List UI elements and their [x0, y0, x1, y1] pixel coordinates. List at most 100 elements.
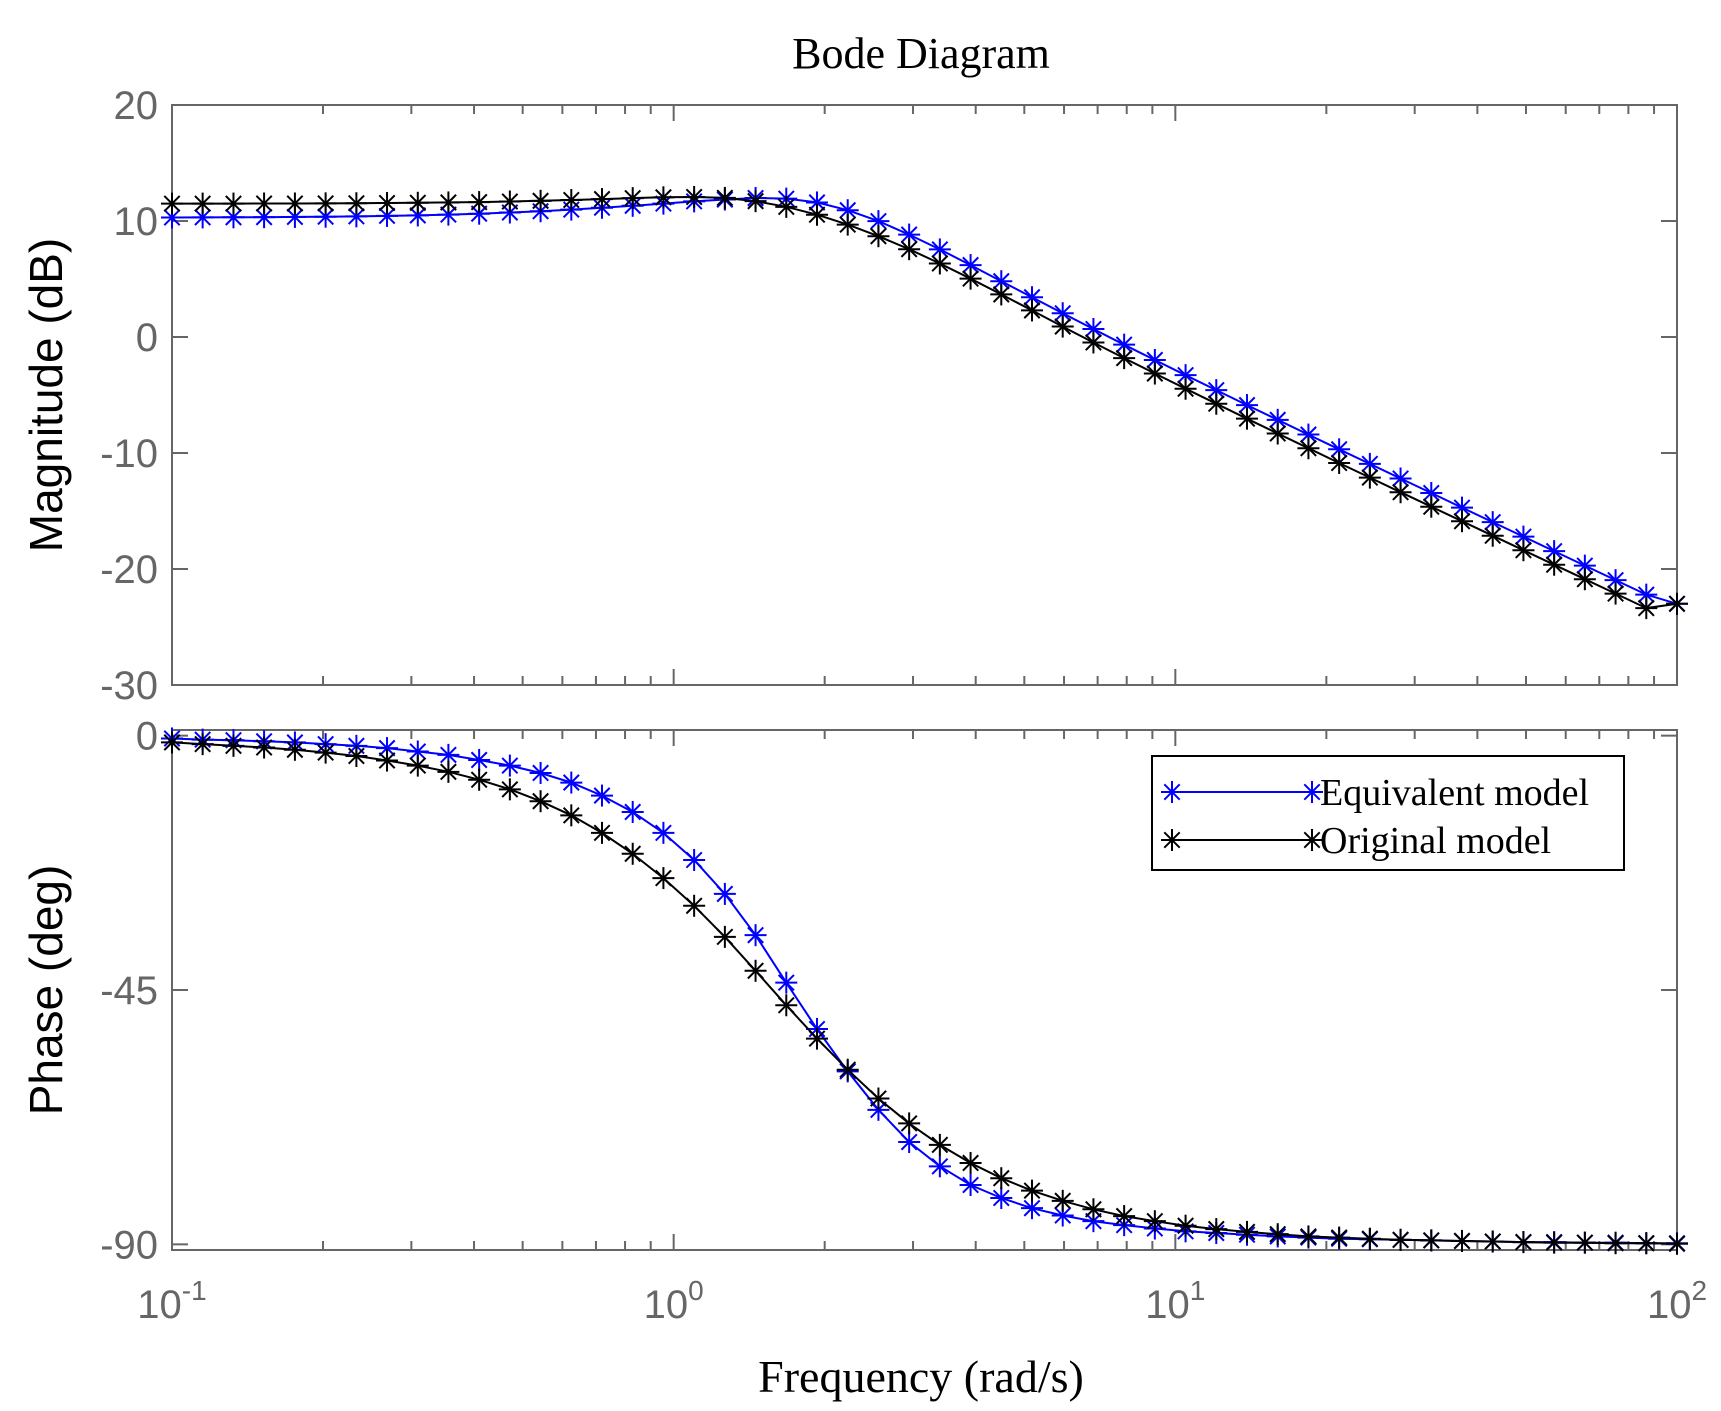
data-point-orig_phase — [1420, 1229, 1443, 1252]
data-point-eq_mag — [1082, 317, 1105, 340]
data-point-orig_mag — [560, 189, 583, 212]
data-point-eq_mag — [1143, 348, 1166, 371]
data-point-orig_mag — [283, 192, 306, 215]
y-tick-label: -10 — [100, 432, 158, 476]
data-point-eq_mag — [1297, 423, 1320, 446]
legend-marker — [1301, 781, 1323, 803]
data-point-eq_mag — [1635, 583, 1658, 606]
data-point-orig_phase — [529, 790, 552, 813]
data-point-orig_mag — [468, 191, 491, 214]
data-point-orig_mag — [898, 238, 921, 261]
data-point-orig_phase — [1481, 1230, 1504, 1253]
y-tick-label: 20 — [114, 84, 159, 128]
data-point-eq_phase — [683, 849, 706, 871]
legend: Equivalent model Original model — [1151, 755, 1625, 871]
data-point-orig_mag — [1635, 597, 1658, 620]
data-point-orig_phase — [1389, 1228, 1412, 1251]
data-point-eq_phase — [652, 821, 675, 844]
legend-marker — [1161, 829, 1183, 851]
data-point-orig_phase — [898, 1112, 921, 1135]
data-point-eq_phase — [713, 882, 736, 905]
data-point-orig_phase — [1021, 1179, 1044, 1202]
data-point-orig_phase — [1174, 1214, 1197, 1237]
data-point-orig_phase — [161, 731, 183, 754]
data-point-orig_phase — [1573, 1231, 1596, 1254]
data-point-orig_phase — [1512, 1231, 1535, 1254]
data-point-eq_phase — [621, 800, 644, 823]
data-point-orig_phase — [1297, 1225, 1320, 1248]
data-point-orig_mag — [1113, 347, 1136, 370]
data-point-orig_mag — [1082, 331, 1105, 354]
data-point-orig_mag — [1297, 437, 1320, 460]
magnitude-ticks: 20 10 0 -10 -20 -30 — [100, 84, 1678, 708]
data-point-eq_phase — [990, 1187, 1013, 1209]
data-point-eq_mag — [1604, 569, 1627, 592]
data-point-eq_phase — [498, 754, 521, 777]
data-point-orig_phase — [775, 994, 798, 1017]
y-tick-label: -90 — [100, 1223, 158, 1267]
data-point-orig_phase — [928, 1133, 951, 1156]
data-point-orig_mag — [161, 192, 183, 215]
data-point-orig_mag — [744, 190, 767, 213]
x-tick-label: 101 — [1145, 1275, 1205, 1327]
x-tick-label: 10-1 — [137, 1275, 206, 1327]
data-point-orig_phase — [1666, 1232, 1688, 1255]
data-point-orig_phase — [867, 1087, 890, 1110]
y-tick-label: -30 — [100, 664, 158, 708]
data-point-orig_mag — [1266, 422, 1289, 445]
y-tick-label: 10 — [114, 200, 159, 244]
data-point-orig_phase — [437, 760, 460, 783]
data-point-orig_mag — [836, 213, 859, 236]
data-point-orig_mag — [345, 192, 368, 215]
data-point-orig_mag — [959, 267, 982, 290]
data-point-orig_phase — [283, 738, 306, 761]
x-tick-label: 100 — [644, 1275, 704, 1327]
chart-title: Bode Diagram — [792, 29, 1050, 78]
legend-box — [1151, 755, 1625, 871]
data-point-orig_phase — [1236, 1220, 1259, 1243]
data-point-orig_phase — [314, 741, 337, 764]
data-point-orig_mag — [867, 225, 890, 248]
data-point-orig_mag — [498, 190, 521, 213]
data-point-eq_mag — [283, 205, 306, 228]
magnitude-plot: 20 10 0 -10 -20 -30 — [100, 84, 1688, 708]
magnitude-series-group — [161, 185, 1688, 620]
data-point-orig_mag — [806, 203, 829, 226]
data-point-orig_mag — [1328, 451, 1351, 474]
magnitude-y-axis-label: Magnitude (dB) — [20, 238, 72, 553]
data-point-orig_phase — [1143, 1210, 1166, 1233]
phase-series-group — [161, 727, 1688, 1255]
legend-label: Original model — [1320, 820, 1551, 862]
data-point-eq_phase — [529, 761, 552, 784]
data-point-orig_mag — [683, 185, 706, 208]
data-point-orig_mag — [1236, 407, 1259, 430]
data-point-orig_mag — [990, 283, 1013, 306]
data-point-orig_phase — [1543, 1231, 1566, 1254]
data-point-eq_mag — [1051, 302, 1074, 325]
phase-ticks: 0 -45 -90 — [100, 715, 1678, 1267]
legend-label: Equivalent model — [1320, 772, 1589, 814]
data-point-orig_mag — [1543, 553, 1566, 576]
data-point-orig_phase — [683, 894, 706, 917]
data-point-orig_mag — [1512, 539, 1535, 562]
data-point-orig_mag — [406, 191, 429, 214]
data-point-orig_mag — [437, 191, 460, 214]
y-tick-label: -45 — [100, 969, 158, 1013]
data-point-orig_mag — [591, 188, 614, 211]
data-point-eq_phase — [468, 748, 491, 771]
data-point-orig_mag — [529, 189, 552, 212]
legend-marker — [1301, 829, 1323, 851]
data-point-orig_mag — [376, 192, 399, 215]
data-point-orig_mag — [1450, 510, 1473, 533]
data-point-orig_phase — [1051, 1189, 1074, 1212]
data-point-orig_mag — [1021, 299, 1044, 322]
data-point-orig_mag — [621, 187, 644, 210]
data-point-orig_mag — [1389, 481, 1412, 504]
data-point-orig_mag — [1481, 524, 1504, 547]
data-point-orig_phase — [1450, 1229, 1473, 1252]
data-point-eq_phase — [560, 771, 583, 794]
data-point-orig_mag — [713, 186, 736, 209]
data-point-orig_phase — [498, 778, 521, 801]
legend-marker — [1161, 781, 1183, 803]
data-point-eq_mag — [1543, 540, 1566, 563]
